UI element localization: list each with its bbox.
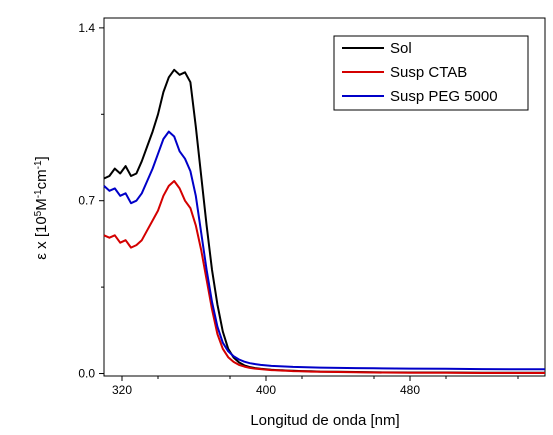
axes-layer: 320 400 480 0.0 0.7 1.4 — [78, 21, 519, 397]
y-axis-title: ε x [105M-1cm-1] — [33, 156, 51, 259]
x-tick-label: 400 — [256, 383, 276, 397]
legend-label: Susp CTAB — [390, 64, 467, 81]
y-tick-label: 0.0 — [78, 367, 95, 381]
legend-label: Sol — [390, 40, 412, 57]
x-tick-label: 480 — [400, 383, 420, 397]
y-tick-label: 0.7 — [78, 194, 95, 208]
series-layer — [103, 68, 545, 374]
x-tick-label: 320 — [112, 383, 132, 397]
legend: Sol Susp CTAB Susp PEG 5000 — [333, 35, 529, 111]
plot-frame — [103, 17, 546, 377]
series-line-susp-ctab — [103, 180, 545, 374]
series-line-susp-peg-5000 — [103, 130, 545, 371]
legend-label: Susp PEG 5000 — [390, 88, 498, 105]
series-line-sol — [103, 68, 545, 374]
x-axis-title: Longitud de onda [nm] — [250, 412, 399, 429]
y-tick-label: 1.4 — [78, 21, 95, 35]
plot-area — [103, 17, 546, 377]
